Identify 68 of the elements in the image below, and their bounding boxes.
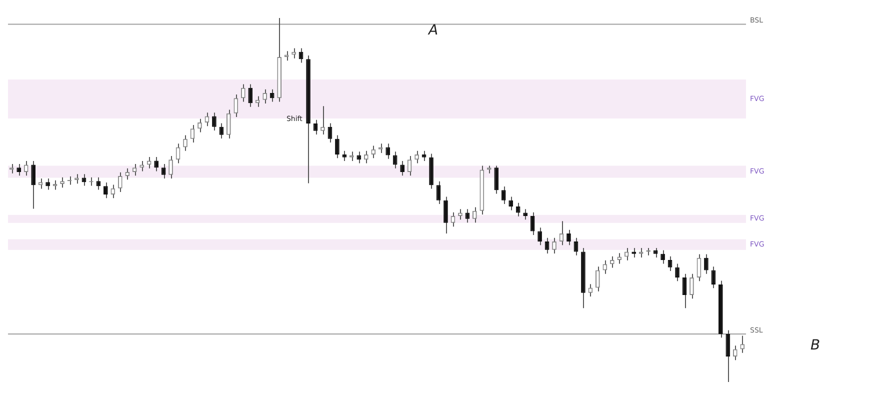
candlestick	[335, 134, 340, 159]
candlestick	[226, 109, 231, 139]
candlestick	[400, 160, 404, 176]
candlestick	[566, 229, 571, 246]
candlestick	[516, 202, 520, 217]
candlestick	[146, 156, 152, 169]
candlestick	[632, 248, 636, 258]
candlestick	[740, 335, 745, 354]
candlestick	[653, 248, 658, 258]
candlestick	[31, 160, 36, 210]
candlestick	[392, 151, 398, 169]
candlestick	[508, 196, 514, 211]
candlestick	[596, 266, 600, 292]
candlestick	[538, 227, 542, 246]
candlestick	[183, 134, 188, 152]
annotation: A	[428, 22, 438, 39]
candlestick	[552, 237, 556, 254]
candlestick	[168, 155, 173, 180]
candlestick	[624, 248, 629, 261]
candlestick	[46, 178, 50, 190]
candlestick	[726, 330, 730, 382]
candlestick	[161, 163, 166, 180]
candlestick	[140, 160, 144, 172]
candlestick	[523, 208, 528, 220]
candlestick	[610, 256, 614, 268]
candlestick	[9, 163, 14, 174]
candlestick	[602, 260, 608, 274]
candlestick	[494, 165, 499, 194]
candlestick	[262, 88, 268, 104]
candlestick	[378, 143, 383, 154]
candlestick	[313, 119, 318, 135]
candlestick	[371, 145, 376, 159]
candlestick	[110, 184, 116, 199]
candlestick	[690, 273, 694, 300]
candlestick	[198, 118, 202, 133]
candlestick	[444, 196, 448, 234]
candlestick	[386, 143, 390, 160]
candlestick	[270, 88, 274, 102]
candlestick	[356, 151, 362, 164]
candlestick	[24, 160, 28, 176]
candlestick	[668, 256, 672, 272]
text: B	[810, 338, 820, 354]
candlestick	[16, 163, 22, 176]
candlestick	[320, 106, 325, 135]
candlestick	[638, 248, 644, 258]
candlestick	[248, 84, 253, 108]
candlestick	[118, 172, 122, 192]
candlestick	[234, 94, 238, 118]
candlestick	[364, 150, 368, 164]
candlestick	[660, 250, 665, 264]
candlestick	[212, 112, 216, 131]
candlestick	[132, 163, 137, 176]
candlestick	[501, 186, 506, 205]
candlestick	[465, 208, 470, 224]
candlestick	[675, 263, 680, 282]
candlestick	[240, 84, 246, 102]
candlestick	[472, 206, 477, 224]
candlestick	[704, 254, 708, 274]
candlestick	[125, 168, 130, 180]
candlestick	[104, 182, 108, 199]
candlestick	[154, 156, 158, 172]
candlestick	[350, 151, 354, 162]
candlestick	[292, 48, 296, 59]
candlestick	[732, 345, 738, 361]
candlestick	[458, 208, 462, 220]
candlestick	[414, 150, 419, 164]
candlestick	[60, 176, 64, 188]
candlestick	[588, 284, 593, 297]
